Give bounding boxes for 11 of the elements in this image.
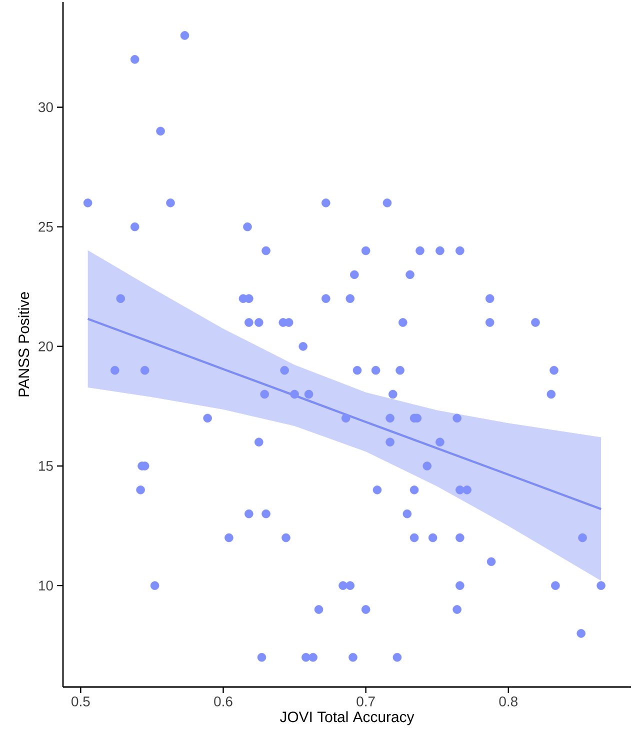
y-tick-label: 25 [38,222,53,232]
y-tick-label: 20 [38,341,53,352]
x-tick-label: 0.6 [214,696,232,706]
x-tick-label: 0.8 [499,696,518,706]
x-axis-title: JOVI Total Accuracy [280,711,414,726]
y-tick-label: 10 [39,580,53,591]
x-tick-label: 0.7 [356,696,375,706]
y-tick-label: 15 [39,461,53,471]
y-tick-label: 30 [38,102,53,112]
y-axis-title: PANSS Positive [18,292,30,396]
x-tick-label: 0.5 [72,696,90,706]
